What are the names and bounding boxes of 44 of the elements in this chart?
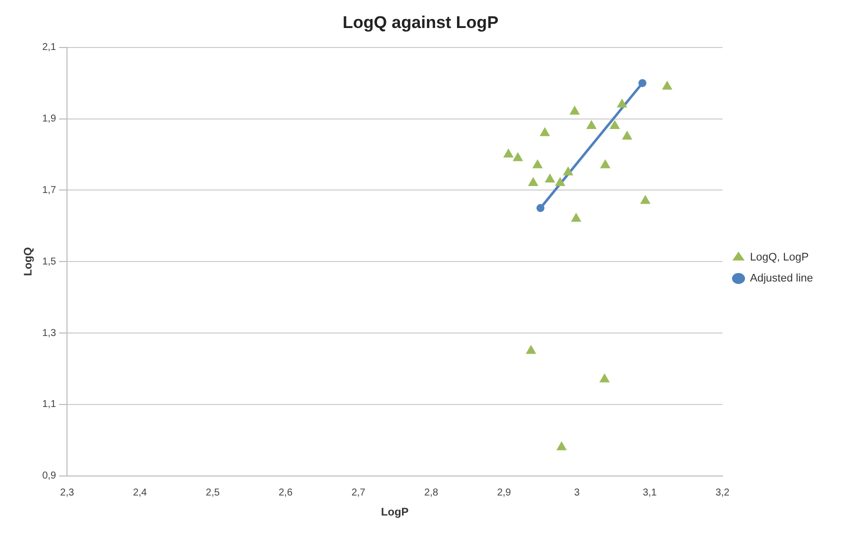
point (640, 195, 650, 204)
point (528, 178, 538, 186)
point (610, 120, 620, 129)
y-tick-label: 1,5 (42, 256, 57, 268)
legend-label: Adjusted line (750, 272, 814, 285)
y-tick-label: 1,3 (42, 328, 57, 339)
x-tick-label: 3,1 (642, 488, 658, 499)
point (570, 106, 580, 115)
legend-label: LogQ, LogP (750, 252, 809, 264)
point (532, 160, 542, 168)
y-tick-label: 1,7 (42, 184, 57, 196)
point (622, 131, 632, 140)
point (540, 128, 550, 136)
y-tick-label: 2,1 (42, 42, 57, 54)
point (571, 213, 581, 222)
point (513, 152, 523, 162)
x-tick-label: 2,7 (351, 488, 366, 499)
y-tick-label: 1,9 (42, 114, 57, 125)
point (563, 166, 573, 176)
point (536, 204, 544, 212)
point (662, 81, 672, 90)
x-tick-label: 2,6 (278, 488, 293, 499)
point (555, 178, 565, 186)
x-tick-label: 2,9 (497, 488, 512, 499)
x-tick-label: 3,2 (716, 488, 730, 499)
x-tick-label: 2,3 (60, 488, 74, 499)
point (556, 442, 566, 450)
x-tick-label: 2,8 (424, 488, 439, 499)
y-tick-label: 1,1 (42, 399, 57, 410)
chart-title: LogQ against LogP (342, 12, 498, 32)
point (638, 79, 646, 88)
x-tick-label: 2,4 (132, 488, 148, 499)
x-tick-label: 3 (574, 488, 580, 499)
point (617, 99, 627, 108)
point (586, 120, 596, 129)
x-axis-title: LogP (381, 506, 409, 518)
x-tick-label: 2,5 (206, 488, 220, 499)
point (545, 174, 555, 182)
y-axis-title: LogQ (22, 246, 35, 276)
y-tick-label: 0,9 (42, 470, 57, 482)
point (600, 160, 610, 168)
point (504, 149, 514, 158)
point (600, 374, 610, 382)
point (526, 345, 536, 354)
